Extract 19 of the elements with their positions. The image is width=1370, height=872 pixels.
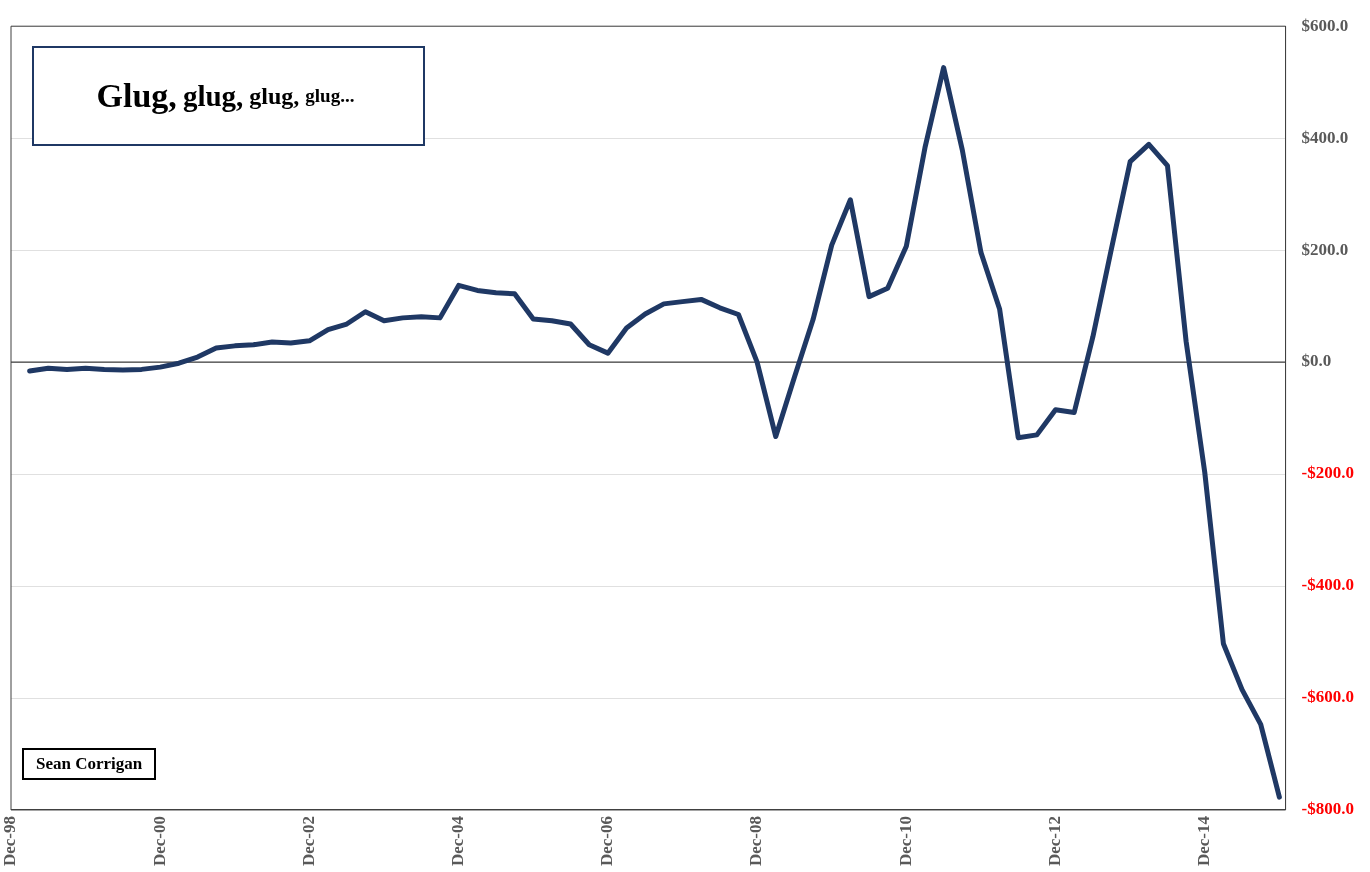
x-tick-label: Dec-98 xyxy=(0,815,20,866)
y-tick-label: $200.0 xyxy=(1301,239,1349,259)
y-tick-label: -$400.0 xyxy=(1301,575,1355,595)
y-tick-label: -$800.0 xyxy=(1301,799,1355,819)
x-tick-label: Dec-10 xyxy=(895,815,915,866)
x-tick-label: Dec-04 xyxy=(448,815,468,866)
x-tick-label: Dec-02 xyxy=(298,815,318,866)
y-tick-label: $0.0 xyxy=(1301,351,1332,371)
credit-box: Sean Corrigan xyxy=(22,748,157,780)
y-tick-label: $400.0 xyxy=(1301,127,1349,147)
x-tick-label: Dec-12 xyxy=(1044,815,1064,866)
x-tick-label: Dec-06 xyxy=(597,815,617,866)
y-tick-label: -$600.0 xyxy=(1301,687,1355,707)
title-box: Glug, glug, glug, glug... xyxy=(32,46,425,146)
y-tick-label: -$200.0 xyxy=(1301,463,1355,483)
x-tick-label: Dec-08 xyxy=(746,815,766,866)
x-tick-label: Dec-00 xyxy=(149,815,169,866)
y-tick-label: $600.0 xyxy=(1301,15,1349,35)
x-tick-label: Dec-14 xyxy=(1194,815,1214,866)
